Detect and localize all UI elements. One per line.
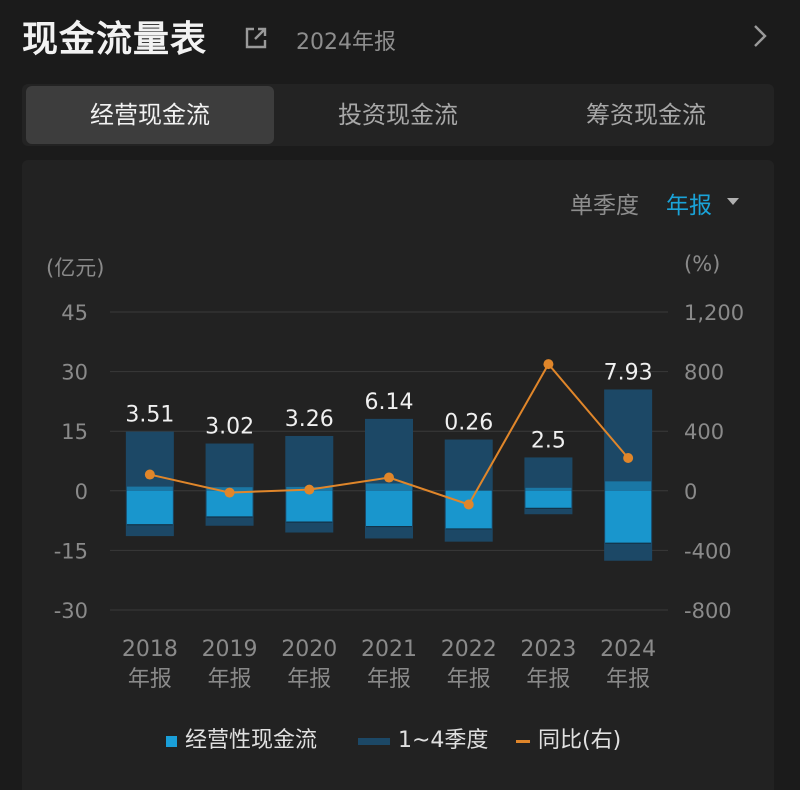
legend-line-swatch — [516, 739, 530, 743]
legend-yoy: 同比(右) — [516, 722, 621, 754]
yoy-point — [623, 453, 634, 464]
bar-value-label: 7.93 — [604, 360, 653, 385]
tab-financing-cashflow[interactable]: 筹资现金流 — [586, 101, 706, 129]
y2-tick-label: -800 — [684, 599, 732, 623]
quarter-bar-positive — [444, 439, 493, 491]
x-tick-year: 2018 — [122, 637, 178, 662]
quarter-bar-positive — [205, 443, 254, 491]
x-tick-suffix: 年报 — [208, 667, 252, 692]
cashflow-bar — [366, 490, 412, 527]
x-tick-suffix: 年报 — [606, 667, 650, 692]
page-title: 现金流量表 — [22, 19, 208, 60]
x-tick-year: 2021 — [361, 637, 417, 662]
y-tick-label: -15 — [54, 539, 88, 563]
cashflow-bar — [525, 490, 572, 509]
x-tick-year: 2020 — [281, 637, 337, 662]
yoy-point — [304, 484, 315, 495]
right-axis-unit: (%) — [684, 252, 721, 276]
share-icon[interactable] — [242, 24, 270, 52]
tab-investing-cashflow[interactable]: 投资现金流 — [338, 101, 458, 129]
x-tick-suffix: 年报 — [367, 667, 411, 692]
legend-bar-swatch — [166, 735, 177, 747]
cashflow-bar-positive — [366, 483, 412, 491]
bar-value-label: 3.51 — [125, 403, 174, 428]
report-period: 2024年报 — [296, 30, 396, 55]
y2-tick-label: 1,200 — [684, 301, 744, 325]
cashflow-bar — [445, 490, 492, 529]
quarter-bar-positive — [285, 435, 334, 491]
x-tick-year: 2023 — [520, 637, 576, 662]
bar-value-label: 6.14 — [365, 390, 414, 415]
left-axis-unit: (亿元) — [46, 256, 105, 280]
chevron-down-icon[interactable] — [727, 198, 739, 205]
legend-bar-label: 经营性现金流 — [185, 728, 318, 753]
cashflow-bar-positive — [126, 486, 173, 491]
toggle-annual[interactable]: 年报 — [666, 193, 712, 219]
cashflow-bar-positive — [605, 481, 652, 491]
quarter-bar-positive — [604, 389, 653, 491]
yoy-point — [384, 472, 394, 483]
y-tick-label: 30 — [61, 361, 88, 385]
cashflow-bar — [605, 490, 652, 544]
bar-value-label: 3.02 — [205, 415, 254, 440]
quarter-bar-positive — [125, 431, 174, 491]
legend-quarter-swatch — [358, 737, 390, 745]
y2-tick-label: 800 — [684, 361, 724, 385]
bar-value-label: 2.5 — [531, 428, 566, 453]
yoy-point — [463, 499, 474, 510]
legend-quarter-label: 1~4季度 — [398, 728, 489, 753]
x-tick-suffix: 年报 — [128, 667, 172, 692]
x-tick-year: 2024 — [600, 637, 656, 662]
y2-tick-label: -400 — [684, 539, 732, 563]
header: 现金流量表 2024年报 — [0, 0, 800, 72]
y-tick-label: 15 — [61, 420, 88, 444]
legend-quarters: 1~4季度 — [358, 722, 488, 754]
chevron-right-icon[interactable] — [750, 22, 770, 50]
legend-line-label: 同比(右) — [538, 728, 622, 753]
x-tick-year: 2019 — [202, 637, 258, 662]
y2-tick-label: 0 — [684, 480, 697, 504]
x-tick-suffix: 年报 — [447, 667, 491, 692]
y-tick-label: -30 — [54, 599, 88, 623]
y-tick-label: 0 — [75, 480, 88, 504]
yoy-point — [144, 469, 155, 480]
toggle-quarterly[interactable]: 单季度 — [570, 193, 639, 219]
bar-value-label: 3.26 — [285, 407, 334, 432]
quarter-bar-positive — [524, 457, 573, 491]
y2-tick-label: 400 — [684, 420, 724, 444]
x-tick-year: 2022 — [441, 637, 497, 662]
y-tick-label: 45 — [61, 301, 88, 325]
legend-operating-cashflow: 经营性现金流 — [166, 722, 317, 754]
bar-value-label: 0.26 — [444, 411, 493, 436]
x-tick-suffix: 年报 — [526, 667, 570, 692]
yoy-point — [543, 359, 554, 370]
x-tick-suffix: 年报 — [287, 667, 331, 692]
cashflow-tabs: 经营现金流 投资现金流 筹资现金流 — [22, 84, 774, 146]
cashflow-bar-positive — [525, 487, 572, 491]
tab-operating-cashflow[interactable]: 经营现金流 — [26, 86, 274, 144]
cashflow-bar — [126, 490, 173, 525]
yoy-point — [224, 487, 235, 498]
cashflow-bar — [286, 490, 333, 523]
